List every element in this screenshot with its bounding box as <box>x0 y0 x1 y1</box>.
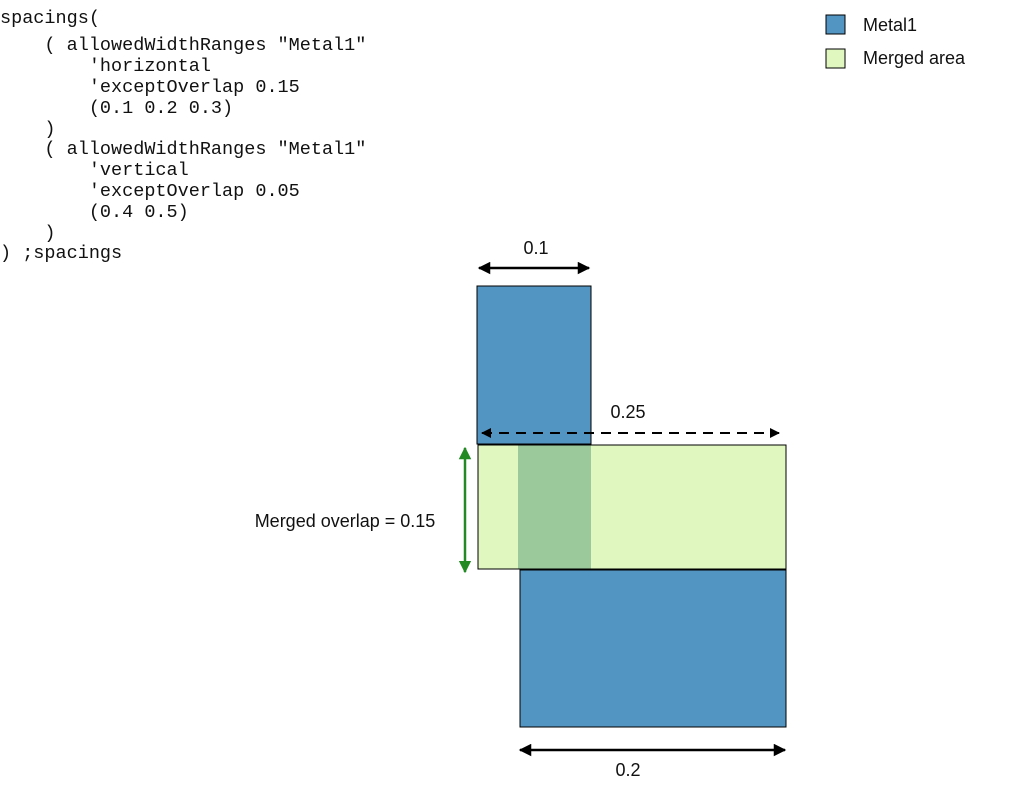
code-line: ) ;spacings <box>0 243 122 264</box>
code-line: ) <box>0 223 56 244</box>
dimension-label: 0.1 <box>523 238 548 258</box>
code-line: ( allowedWidthRanges "Metal1" <box>0 35 366 56</box>
legend-swatch <box>825 14 846 35</box>
code-line: 'exceptOverlap 0.15 <box>0 77 300 98</box>
code-line: ( allowedWidthRanges "Metal1" <box>0 139 366 160</box>
dimension-label: 0.25 <box>610 402 645 422</box>
dimension-label: 0.2 <box>615 760 640 780</box>
code-block: spacings( ( allowedWidthRanges "Metal1" … <box>0 8 366 264</box>
code-line: 'exceptOverlap 0.05 <box>0 181 300 202</box>
metal-top <box>476 285 592 445</box>
code-line: ) <box>0 119 56 140</box>
metal-bottom <box>519 569 787 728</box>
code-line: 'vertical <box>0 160 189 181</box>
code-line: (0.1 0.2 0.3) <box>0 98 233 119</box>
dimension-label: Merged overlap = 0.15 <box>255 511 436 531</box>
code-line: spacings( <box>0 8 100 29</box>
code-line: 'horizontal <box>0 56 211 77</box>
legend-swatch <box>825 48 846 69</box>
code-line: (0.4 0.5) <box>0 202 189 223</box>
legend-label: Metal1 <box>863 15 917 35</box>
legend-label: Merged area <box>863 48 966 68</box>
overlap-region <box>518 445 591 569</box>
